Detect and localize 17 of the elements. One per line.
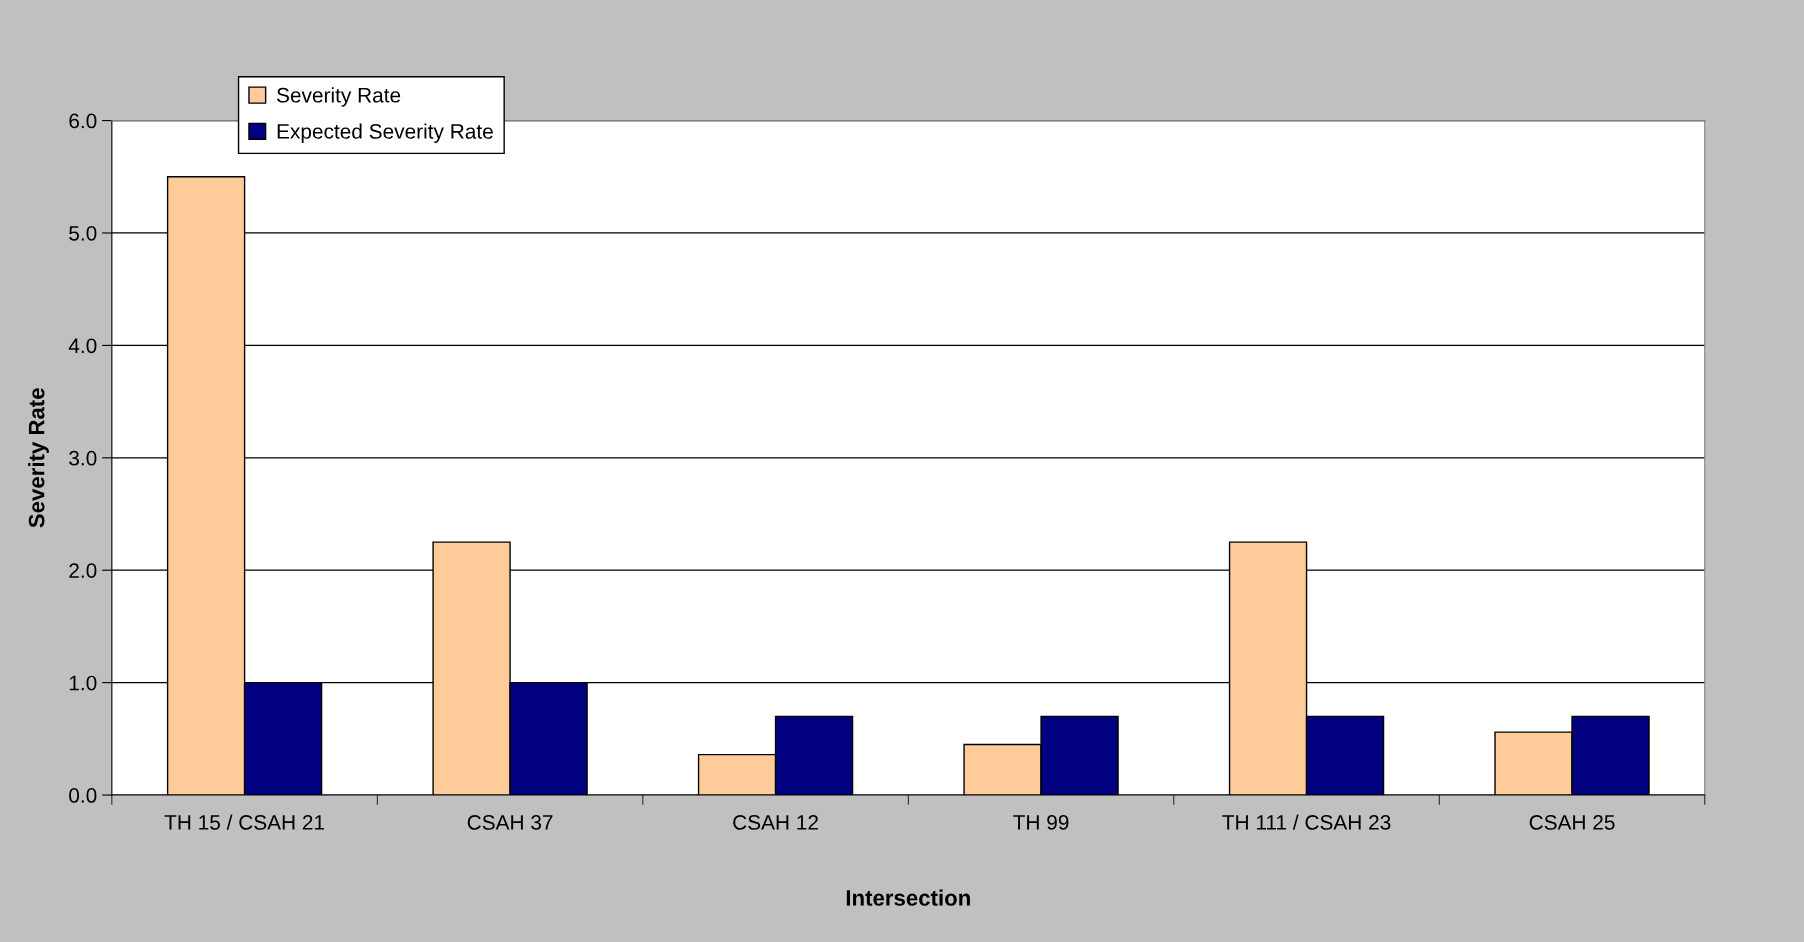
y-axis-title: Severity Rate [28,388,49,528]
y-tick-label: 2.0 [69,563,97,578]
legend-label: Severity Rate [277,87,401,107]
y-tick-label: 0.0 [69,788,97,803]
x-tick-label: TH 99 [1013,815,1069,830]
x-tick-label: TH 15 / CSAH 21 [164,814,325,830]
y-tick-label: 4.0 [68,338,97,354]
y-tick-label: 5.0 [69,225,97,241]
x-tick-label: TH 111 / CSAH 23 [1222,814,1391,830]
x-tick-label: CSAH 25 [1529,815,1615,830]
x-tick-label: CSAH 37 [467,815,553,830]
legend-label: Expected Severity Rate [277,123,493,143]
y-tick-label: 1.0 [69,675,97,691]
y-tick-label: 6.0 [69,113,97,129]
x-axis-title: Intersection [846,889,970,906]
y-tick-label: 3.0 [69,450,97,466]
x-tick-label: CSAH 12 [733,815,818,830]
